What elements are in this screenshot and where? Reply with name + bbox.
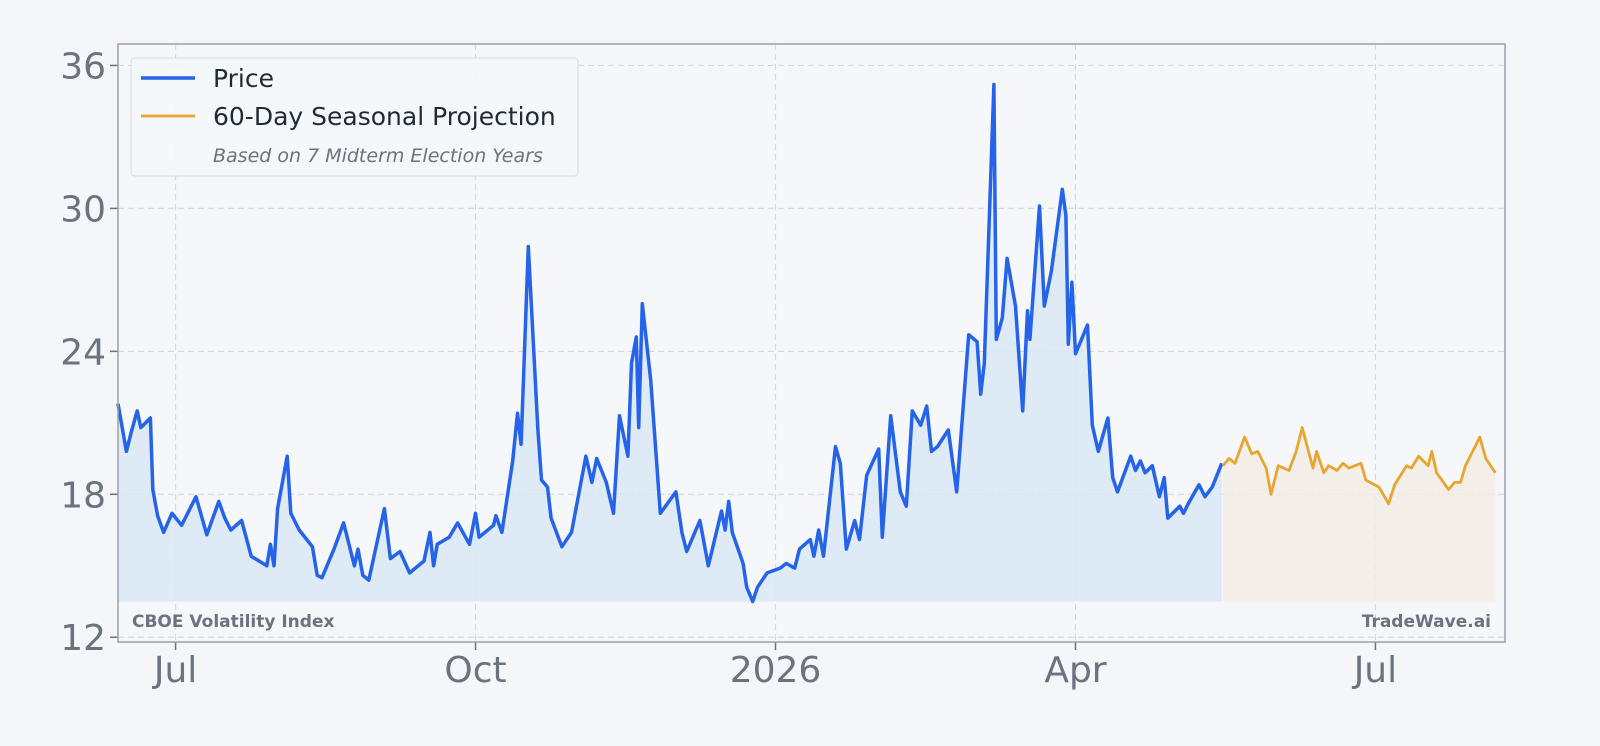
legend-label: Price: [213, 64, 274, 93]
line: [1221, 426, 1497, 506]
y-tick-label: 18: [60, 475, 106, 516]
area: [118, 84, 1222, 602]
x-tick-label: Oct: [444, 650, 506, 691]
plot-border: [117, 43, 1506, 643]
x-tick-label: 2026: [730, 650, 822, 691]
x-tick-label: Apr: [1044, 650, 1106, 691]
annotation: CBOE Volatility Index: [132, 612, 334, 632]
x-tick-label: Jul: [1352, 650, 1397, 691]
line: [116, 82, 1224, 604]
y-tick-label: 12: [60, 618, 106, 659]
x-tick-label: Jul: [152, 650, 197, 691]
y-tick-label: 24: [60, 332, 106, 373]
y-tick-label: 36: [60, 46, 106, 87]
legend-box: [130, 57, 579, 177]
annotation: TradeWave.ai: [1362, 612, 1491, 632]
legend-note: Based on 7 Midterm Election Years: [213, 145, 543, 167]
legend-label: 60-Day Seasonal Projection: [213, 102, 556, 131]
area: [1223, 427, 1496, 602]
y-tick-label: 30: [60, 189, 106, 230]
